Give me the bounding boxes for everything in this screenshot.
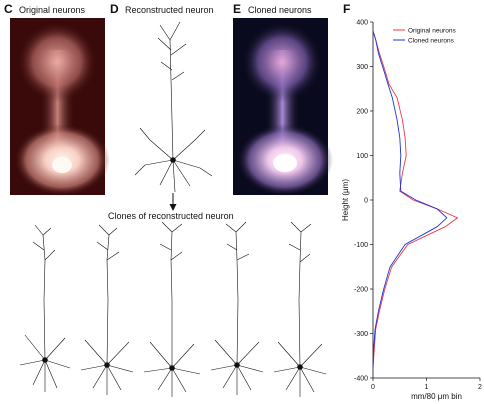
y-tick-label: 200 (356, 108, 368, 115)
original-neurons-density (10, 18, 110, 196)
x-axis-label: mm/80 μm bin (411, 392, 462, 401)
y-axis-label: Height (μm) (341, 179, 350, 221)
panel-e-letter: E (233, 2, 242, 16)
clone-neuron (80, 224, 134, 395)
clone-neuron (273, 221, 327, 397)
y-tick-label: -400 (354, 375, 368, 382)
legend-label: Cloned neurons (408, 37, 455, 44)
arrow-down (169, 193, 177, 211)
panel-d-letter: D (110, 2, 119, 16)
clone-neuron (143, 221, 201, 397)
y-tick-label: -300 (354, 331, 368, 338)
panel-c-title: Original neurons (19, 5, 86, 15)
y-tick-label: 300 (356, 64, 368, 71)
panel-f-letter: F (343, 2, 351, 16)
cloned-neurons-density (233, 18, 333, 196)
clone-neuron (19, 224, 71, 392)
height-profile-chart: -400 -300 -200 -100 0 100 200 300 400 0 1 2 mm/80 μm… (341, 19, 482, 401)
reconstructed-neuron (134, 21, 213, 193)
y-tick-label: -200 (354, 286, 368, 293)
panel-e-title: Cloned neurons (248, 5, 312, 15)
y-tick-label: 0 (364, 197, 368, 204)
series-line (372, 30, 459, 370)
clones-row (19, 221, 327, 397)
panel-c-letter: C (4, 2, 13, 16)
clones-title: Clones of reconstructed neuron (108, 211, 234, 221)
x-tick-label: 0 (371, 384, 375, 391)
x-tick-label: 2 (478, 384, 482, 391)
clone-neuron (210, 221, 264, 395)
y-tick-label: 100 (356, 153, 368, 160)
x-tick-label: 1 (425, 384, 429, 391)
series-line (372, 30, 448, 370)
legend-label: Original neurons (408, 27, 456, 34)
y-tick-label: -100 (354, 242, 368, 249)
panel-d-title: Reconstructed neuron (125, 5, 214, 15)
y-tick-label: 400 (356, 19, 368, 26)
